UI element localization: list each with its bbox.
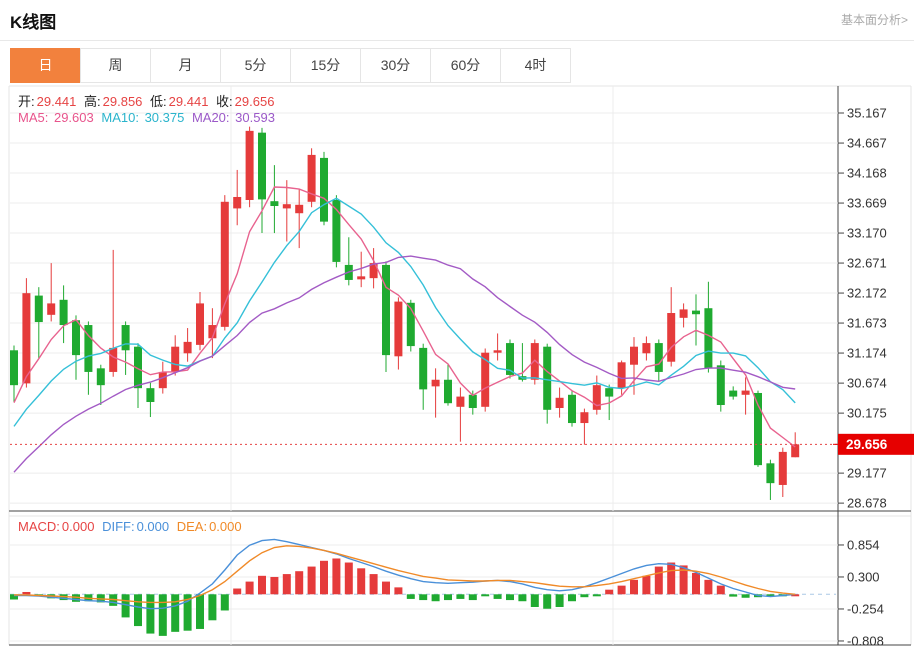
ohlc-info-bar: 开: 29.441 高: 29.856 低: 29.441 收: 29.656 (18, 91, 278, 110)
diff-label: DIFF: (102, 519, 135, 534)
candlestick-layer (10, 126, 800, 500)
dea-value: 0.000 (209, 519, 242, 534)
interval-tab-bar: 日周月 5分 15分 30分 60分 4时 (10, 48, 571, 83)
ma20-value: 30.593 (235, 110, 275, 125)
svg-text:33.669: 33.669 (847, 196, 887, 211)
svg-text:32.671: 32.671 (847, 256, 887, 271)
fundamental-analysis-link[interactable]: 基本面分析> (840, 13, 908, 27)
svg-text:31.174: 31.174 (847, 346, 887, 361)
svg-text:30.175: 30.175 (847, 406, 887, 421)
current-price-badge (838, 433, 914, 455)
close-value: 29.656 (234, 94, 275, 109)
dea-label: DEA: (176, 519, 208, 534)
diff-value: 0.000 (136, 519, 170, 534)
svg-text:30.674: 30.674 (847, 376, 887, 391)
tab-5分[interactable]: 5分 (220, 48, 291, 83)
tab-4时[interactable]: 4时 (500, 48, 571, 83)
tab-60分[interactable]: 60分 (430, 48, 501, 83)
chart-frame (8, 85, 912, 646)
ma-info-bar: MA5: 29.603 MA10: 30.375 MA20: 30.593 (18, 110, 279, 125)
ma10-value: 30.375 (144, 110, 185, 125)
svg-text:32.172: 32.172 (847, 286, 887, 301)
ma10-label: MA10: (101, 110, 139, 125)
header-divider (0, 40, 914, 41)
ma5-value: 29.603 (53, 110, 94, 125)
low-value: 29.441 (168, 94, 209, 109)
svg-text:35.167: 35.167 (847, 106, 887, 121)
tab-30分[interactable]: 30分 (360, 48, 431, 83)
ma-lines-layer (10, 186, 838, 473)
high-value: 29.856 (102, 94, 143, 109)
tab-周[interactable]: 周 (80, 48, 151, 83)
low-label: 低: (150, 94, 167, 109)
macd-info-bar: MACD: 0.000 DIFF: 0.000 DEA: 0.000 (18, 519, 246, 534)
macd-value: 0.000 (61, 519, 95, 534)
svg-text:0.300: 0.300 (847, 569, 880, 584)
svg-text:34.667: 34.667 (847, 136, 887, 151)
svg-text:33.170: 33.170 (847, 226, 887, 241)
page-title: K线图 (10, 13, 57, 32)
svg-text:34.168: 34.168 (847, 166, 887, 181)
macd-label: MACD: (18, 519, 60, 534)
svg-text:29.177: 29.177 (847, 466, 887, 481)
svg-text:-0.254: -0.254 (847, 601, 884, 616)
close-label: 收: (216, 94, 233, 109)
svg-text:28.678: 28.678 (847, 496, 887, 511)
svg-text:0.854: 0.854 (847, 537, 880, 552)
open-value: 29.441 (36, 94, 77, 109)
svg-text:31.673: 31.673 (847, 316, 887, 331)
svg-text:-0.808: -0.808 (847, 633, 884, 647)
tab-日[interactable]: 日 (10, 48, 81, 83)
price-axis-labels: 35.167 34.667 34.168 33.669 33.170 32.671 32.1… (833, 106, 914, 647)
open-label: 开: (18, 94, 35, 109)
ma20-label: MA20: (191, 110, 230, 125)
high-label: 高: (84, 94, 101, 109)
ma5-label: MA5: (18, 110, 49, 125)
tab-月[interactable]: 月 (150, 48, 221, 83)
svg-text:29.656: 29.656 (846, 437, 888, 452)
macd-layer (10, 538, 836, 636)
tab-15分[interactable]: 15分 (290, 48, 361, 83)
